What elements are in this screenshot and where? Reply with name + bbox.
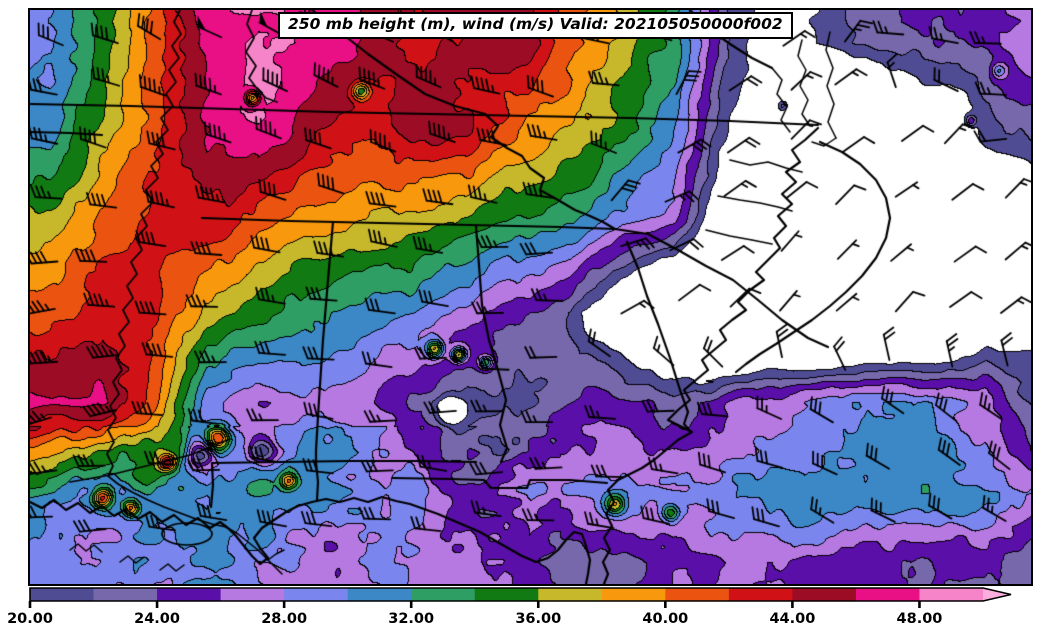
colorbar-segment: [728, 588, 793, 601]
colorbar-tick-label: 44.00: [769, 611, 815, 627]
colorbar-segment: [538, 588, 603, 601]
colorbar-segment: [855, 588, 920, 601]
colorbar-segment: [284, 588, 349, 601]
map-title: 250 mb height (m), wind (m/s) Valid: 202…: [288, 15, 783, 33]
colorbar-tick-label: 48.00: [897, 611, 943, 627]
colorbar-segment: [30, 588, 95, 601]
map-title-box: 250 mb height (m), wind (m/s) Valid: 202…: [278, 12, 793, 40]
colorbar-tick-label: 32.00: [388, 611, 434, 627]
map-frame: 250 mb height (m), wind (m/s) Valid: 202…: [28, 8, 1033, 586]
colorbar-segment: [411, 588, 476, 601]
colorbar-tick-label: 20.00: [7, 611, 53, 627]
colorbar-tick-label: 40.00: [642, 611, 688, 627]
colorbar-tick-label: 36.00: [515, 611, 561, 627]
colorbar-segment: [220, 588, 285, 601]
colorbar-segment: [665, 588, 730, 601]
colorbar-segment: [93, 588, 158, 601]
colorbar-outline: [29, 587, 1012, 602]
colorbar-segment: [474, 588, 539, 601]
colorbar-segment: [601, 588, 666, 601]
colorbar-segment: [347, 588, 412, 601]
colorbar-tick-label: 28.00: [261, 611, 307, 627]
colorbar-segment: [157, 588, 222, 601]
wind-speed-map-canvas: [30, 10, 1031, 584]
colorbar: 20.00 24.00 28.00 32.00 36.00 40.00 44.00 48.00: [7, 587, 1012, 627]
colorbar-over-arrow: [983, 588, 1011, 601]
colorbar-segment: [792, 588, 857, 601]
colorbar-segment: [919, 588, 984, 601]
colorbar-tick-label: 24.00: [134, 611, 180, 627]
